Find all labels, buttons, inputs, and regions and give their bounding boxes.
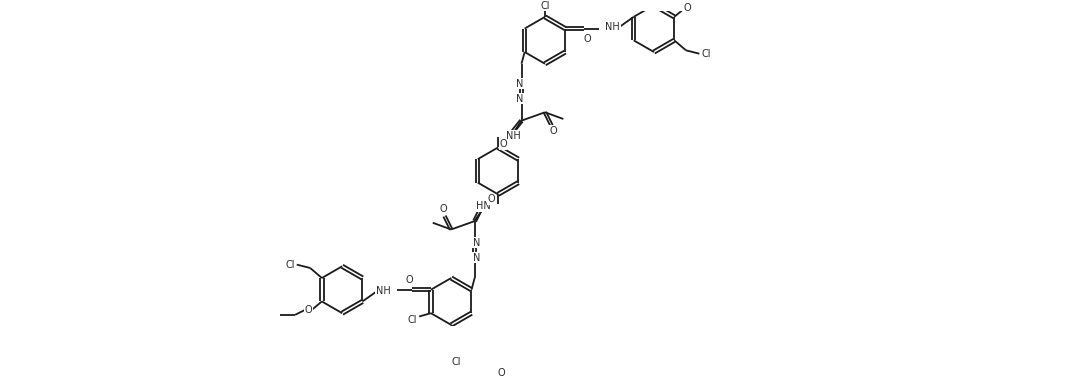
Text: O: O bbox=[583, 33, 591, 44]
Text: NH: NH bbox=[605, 22, 620, 32]
Text: O: O bbox=[406, 275, 413, 285]
Text: O: O bbox=[304, 305, 312, 315]
Text: N: N bbox=[516, 79, 523, 89]
Text: Cl: Cl bbox=[285, 259, 295, 270]
Text: N: N bbox=[473, 238, 480, 248]
Text: N: N bbox=[516, 94, 523, 104]
Text: O: O bbox=[488, 194, 495, 204]
Text: Cl: Cl bbox=[701, 49, 711, 59]
Text: NH: NH bbox=[506, 131, 520, 141]
Text: Cl: Cl bbox=[541, 1, 549, 11]
Text: NH: NH bbox=[375, 287, 391, 296]
Text: O: O bbox=[684, 3, 692, 14]
Text: HN: HN bbox=[476, 201, 491, 211]
Text: O: O bbox=[497, 368, 505, 376]
Text: Cl: Cl bbox=[451, 357, 461, 367]
Text: N: N bbox=[473, 253, 480, 263]
Text: O: O bbox=[500, 139, 507, 149]
Text: O: O bbox=[549, 126, 557, 136]
Text: Cl: Cl bbox=[408, 315, 418, 325]
Text: O: O bbox=[439, 205, 447, 214]
